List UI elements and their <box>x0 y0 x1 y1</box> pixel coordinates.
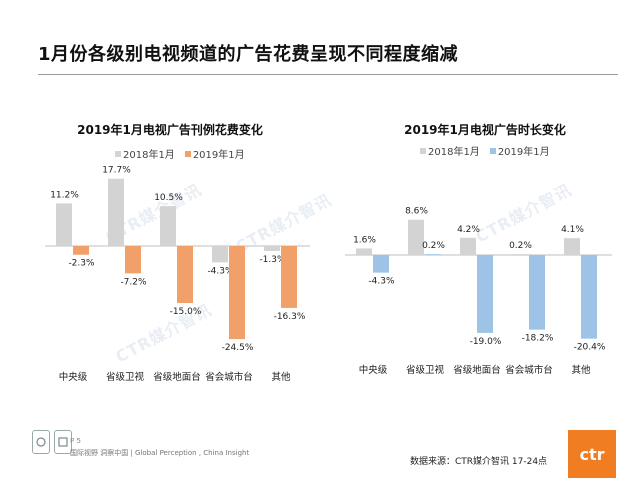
bar-2019 <box>529 255 545 330</box>
data-label: -7.2% <box>120 277 147 287</box>
bar-2019 <box>425 254 441 255</box>
bar-2018 <box>212 246 228 263</box>
bar-2018 <box>512 254 528 255</box>
bar-2019 <box>373 255 389 273</box>
page-number: P 5 <box>70 437 81 445</box>
data-label: 4.2% <box>457 225 480 235</box>
legend-label-2019: 2019年1月 <box>497 147 550 158</box>
category-label: 省会城市台 <box>505 364 553 376</box>
bar-2019 <box>229 246 245 340</box>
data-label: -2.3% <box>68 259 95 269</box>
bar-2019 <box>581 255 597 339</box>
legend-left: 2018年1月 2019年1月 <box>115 146 251 161</box>
bar-2018 <box>56 203 72 246</box>
footer-slogan: 国际视野 洞察中国 | Global Perception , China In… <box>70 449 250 457</box>
legend-right: 2018年1月 2019年1月 <box>420 143 556 158</box>
legend-item-2018: 2018年1月 <box>115 146 175 161</box>
legend-item-2019: 2019年1月 <box>184 146 245 161</box>
legend-item-2018: 2018年1月 <box>420 143 480 158</box>
page-title: 1月份各级别电视频道的广告花费呈现不同程度缩减 <box>38 44 459 65</box>
data-label: -1.3% <box>259 255 286 265</box>
bar-2019 <box>177 246 193 303</box>
legend-swatch-2018 <box>115 150 121 157</box>
legend-label-2018: 2018年1月 <box>428 147 480 158</box>
ctr-logo: ctr <box>568 430 616 478</box>
bar-2018 <box>264 246 280 251</box>
legend-swatch-2019 <box>184 150 191 157</box>
data-source: 数据来源：CTR媒介智讯 17-24点 <box>410 457 548 467</box>
bar-2018 <box>564 238 580 255</box>
data-label: 0.2% <box>422 241 445 251</box>
bar-2019 <box>477 255 493 333</box>
legend-label-2018: 2018年1月 <box>123 150 175 161</box>
category-label: 省会城市台 <box>205 371 253 383</box>
chart-title-right: 2019年1月电视广告时长变化 <box>404 123 566 137</box>
data-label: -16.3% <box>274 312 306 322</box>
data-label: -4.3% <box>368 277 395 287</box>
ctr-logo-text: ctr <box>579 444 605 464</box>
category-label: 其他 <box>271 371 291 383</box>
chart-title-left: 2019年1月电视广告刊例花费变化 <box>77 123 263 137</box>
bar-2018 <box>160 206 176 246</box>
category-label: 省级地面台 <box>153 371 201 383</box>
bar-2018 <box>356 248 372 255</box>
bar-2018 <box>408 219 424 255</box>
category-label: 中央级 <box>359 364 388 376</box>
title-divider <box>38 74 618 75</box>
legend-label-2019: 2019年1月 <box>192 150 245 161</box>
data-label: 0.2% <box>509 241 532 251</box>
data-label: 11.2% <box>50 190 79 200</box>
category-label: 中央级 <box>59 371 88 383</box>
data-label: 17.7% <box>102 166 131 176</box>
bar-2019 <box>281 246 297 308</box>
category-label: 省级卫视 <box>106 371 145 383</box>
data-label: -15.0% <box>170 307 202 317</box>
certification-badge-icon <box>32 430 50 454</box>
category-label: 省级卫视 <box>406 364 445 376</box>
bar-2018 <box>108 178 124 246</box>
legend-item-2019: 2019年1月 <box>489 143 550 158</box>
legend-swatch-2018 <box>420 147 426 154</box>
bar-2019 <box>125 246 141 274</box>
data-label: 4.1% <box>561 225 584 235</box>
data-label: 10.5% <box>154 193 183 203</box>
certification-logos <box>32 430 72 454</box>
category-label: 省级地面台 <box>453 364 501 376</box>
data-label: -19.0% <box>470 337 502 347</box>
bar-2018 <box>460 237 476 255</box>
legend-swatch-2019 <box>489 147 496 154</box>
data-label: -4.3% <box>207 266 234 276</box>
bar-2019 <box>73 246 89 255</box>
data-label: -24.5% <box>222 343 254 353</box>
certification-badge-icon <box>54 430 72 454</box>
data-label: -20.4% <box>574 343 606 353</box>
data-label: 8.6% <box>405 207 428 217</box>
category-label: 其他 <box>571 364 591 376</box>
data-label: 1.6% <box>353 235 376 245</box>
data-label: -18.2% <box>522 334 554 344</box>
